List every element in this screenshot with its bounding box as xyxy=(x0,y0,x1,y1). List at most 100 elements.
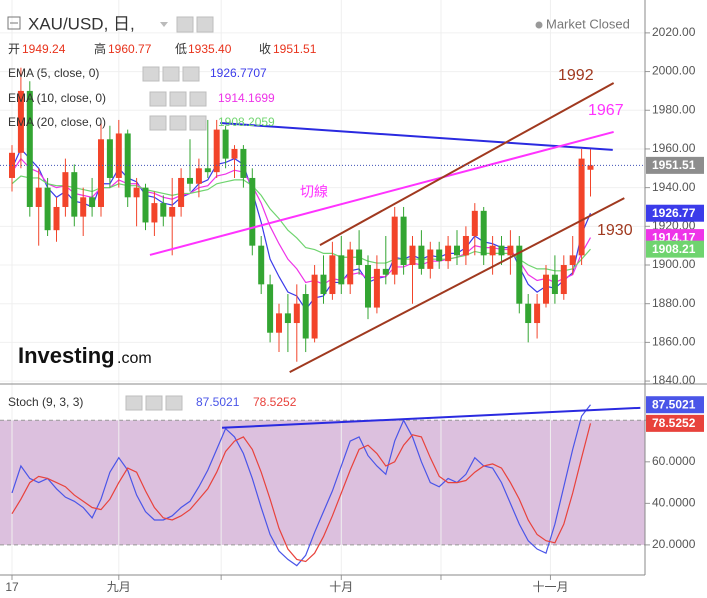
ohlc-label: 收 xyxy=(259,42,271,56)
candle-body xyxy=(293,303,300,324)
y-tick-label: 1860.00 xyxy=(652,335,696,349)
candle-body xyxy=(169,206,176,217)
candle-body xyxy=(587,165,594,170)
legend-value: 1914.1699 xyxy=(218,91,275,105)
candle-body xyxy=(124,133,131,198)
candle-body xyxy=(311,274,318,339)
candle-body xyxy=(462,235,469,256)
price-badge-label: 1926.77 xyxy=(652,206,696,220)
candle-body xyxy=(44,187,51,231)
price-badge-label: 1951.51 xyxy=(652,158,696,172)
annotation: 切線 xyxy=(300,184,328,200)
ohlc-value: 1949.24 xyxy=(22,42,66,56)
legend-value: 1926.7707 xyxy=(210,66,267,80)
candle-body xyxy=(347,249,354,285)
candle-body xyxy=(365,265,371,308)
price-badge xyxy=(646,156,704,174)
ohlc-value: 1951.51 xyxy=(273,42,317,56)
icon[interactable] xyxy=(125,395,143,411)
icon[interactable] xyxy=(182,66,200,82)
candle-body xyxy=(178,177,185,207)
stoch-line xyxy=(11,423,592,563)
logo: Investing xyxy=(18,343,115,368)
candle-body xyxy=(498,245,505,256)
candle-body xyxy=(240,148,247,178)
candle-body xyxy=(53,206,60,231)
y-tick-label: 1980.00 xyxy=(652,102,696,116)
icon[interactable] xyxy=(176,16,194,33)
candle-body xyxy=(329,255,336,295)
x-tick-label: 十月 xyxy=(329,580,353,594)
icon[interactable] xyxy=(169,115,187,131)
trend-line xyxy=(149,130,614,256)
candle-body xyxy=(418,245,425,269)
icon[interactable] xyxy=(169,91,187,107)
candle-body xyxy=(35,187,42,207)
candle-body xyxy=(284,313,291,324)
candle-body xyxy=(338,255,345,285)
legend-name: EMA (5, close, 0) xyxy=(8,66,99,80)
ohlc-label: 低 xyxy=(175,42,187,56)
overbought-band xyxy=(0,420,645,545)
ohlc-value: 1935.40 xyxy=(188,42,232,56)
candle-body xyxy=(249,177,256,246)
candle-body xyxy=(222,129,229,159)
price-badge-label: 78.5252 xyxy=(652,416,696,430)
candle-body xyxy=(62,172,69,207)
candle-body xyxy=(400,216,407,266)
candle-body xyxy=(445,245,452,262)
candle-body xyxy=(507,245,514,256)
y-tick-label: 60.0000 xyxy=(652,454,696,468)
collapse-icon[interactable] xyxy=(7,16,21,30)
x-tick-label: 十一月 xyxy=(532,580,568,594)
candle-body xyxy=(302,294,309,339)
icon[interactable] xyxy=(149,91,167,107)
ema-line xyxy=(11,147,592,311)
candle-body xyxy=(436,249,443,262)
x-tick-label: 17 xyxy=(5,580,19,594)
trend-line xyxy=(289,197,625,374)
y-tick-label: 2000.00 xyxy=(652,64,696,78)
y-tick-label: 1920.00 xyxy=(652,218,696,232)
candle-body xyxy=(391,216,398,275)
x-tick-label: 九月 xyxy=(107,580,131,594)
y-tick-label: 1840.00 xyxy=(652,373,696,387)
candle-body xyxy=(454,245,460,256)
candle-body xyxy=(516,245,523,304)
icon[interactable] xyxy=(165,395,183,411)
trend-line xyxy=(319,82,615,246)
candle-body xyxy=(231,148,238,159)
annotation: 1930 xyxy=(597,222,633,239)
candle-body xyxy=(534,303,541,324)
ohlc-label: 开 xyxy=(8,42,20,56)
icon[interactable] xyxy=(162,66,180,82)
candle-body xyxy=(204,168,211,173)
legend-name: EMA (10, close, 0) xyxy=(8,91,106,105)
icon[interactable] xyxy=(189,115,207,131)
y-tick-label: 1880.00 xyxy=(652,296,696,310)
icon[interactable] xyxy=(142,66,160,82)
price-badge xyxy=(646,204,704,222)
icon[interactable] xyxy=(196,16,214,33)
candle-body xyxy=(80,197,87,217)
annotation: 1967 xyxy=(588,102,624,119)
y-tick-label: 1960.00 xyxy=(652,141,696,155)
ohlc-label: 高 xyxy=(94,41,106,56)
candle-body xyxy=(160,203,167,217)
candle-body xyxy=(373,268,380,308)
candle-body xyxy=(258,245,265,285)
candle-body xyxy=(71,172,78,217)
candle-body xyxy=(525,303,532,324)
candle-body xyxy=(551,274,558,295)
icon[interactable] xyxy=(149,115,167,131)
candle-body xyxy=(213,129,220,173)
icon[interactable] xyxy=(189,91,207,107)
legend-value: 1908.2059 xyxy=(218,115,275,129)
y-tick-label: 2020.00 xyxy=(652,25,696,39)
status-dot xyxy=(535,21,543,29)
candle-body xyxy=(382,268,389,275)
icon[interactable] xyxy=(145,395,163,411)
annotation: 1992 xyxy=(558,67,594,84)
dropdown[interactable] xyxy=(160,22,168,27)
